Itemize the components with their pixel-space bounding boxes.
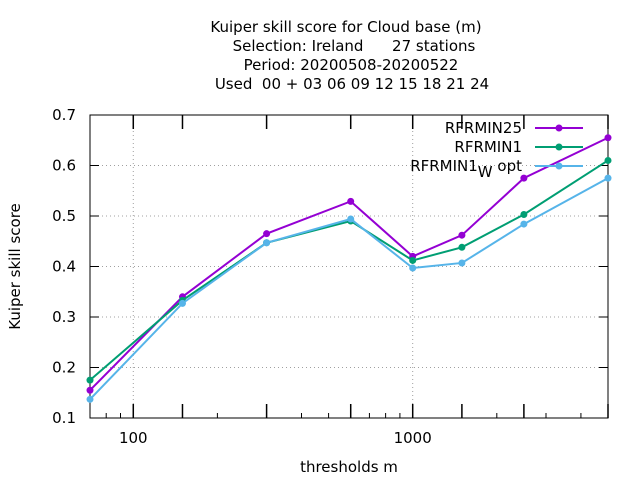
data-point	[520, 220, 528, 228]
data-point	[458, 259, 466, 267]
title-line-1: Kuiper skill score for Cloud base (m)	[210, 18, 481, 36]
legend-swatch-marker	[555, 143, 563, 151]
title-line-3: Period: 20200508-20200522	[244, 56, 459, 74]
data-point	[409, 256, 417, 264]
x-axis-label: thresholds m	[300, 458, 398, 476]
data-point	[604, 156, 612, 164]
data-point	[604, 134, 612, 142]
data-point	[263, 230, 271, 238]
data-point	[458, 231, 466, 239]
chart-title: Kuiper skill score for Cloud base (m) Se…	[210, 18, 489, 93]
legend-swatch-marker	[555, 162, 563, 170]
data-point	[458, 243, 466, 251]
data-point	[347, 197, 355, 205]
y-tick-label: 0.4	[52, 258, 76, 276]
y-axis-label: Kuiper skill score	[6, 203, 24, 330]
series-1	[86, 134, 612, 394]
title-line-4: Used 00 + 03 06 09 12 15 18 21 24	[215, 75, 489, 93]
data-point	[86, 376, 94, 384]
data-point	[86, 386, 94, 394]
y-tick-label: 0.1	[52, 409, 76, 427]
legend-label: RFRMIN1	[454, 138, 522, 156]
tick-labels: 0.1 0.2 0.3 0.4 0.5 0.6 0.7 100 1000	[52, 106, 432, 447]
legend-entry-1: RFRMIN25	[445, 119, 583, 137]
data-point	[263, 239, 271, 247]
y-tick-label: 0.7	[52, 106, 76, 124]
y-tick-label: 0.2	[52, 359, 76, 377]
data-point	[520, 210, 528, 218]
data-point	[409, 264, 417, 272]
series-line	[89, 136, 609, 391]
data-point	[520, 174, 528, 182]
y-tick-label: 0.3	[52, 308, 76, 326]
data-point	[178, 299, 186, 307]
x-tick-label: 100	[119, 429, 148, 447]
y-tick-label: 0.6	[52, 157, 76, 175]
data-point	[86, 395, 94, 403]
title-line-2: Selection: Ireland 27 stations	[233, 37, 476, 55]
legend-label: RFRMIN25	[445, 119, 522, 137]
x-tick-label: 1000	[394, 429, 432, 447]
series-2	[86, 156, 612, 384]
grid	[90, 115, 608, 418]
legend-swatch-marker	[555, 124, 563, 132]
plot-area-border	[89, 114, 609, 419]
legend-entry-3: RFRMIN1W opt	[410, 157, 583, 181]
legend-entry-2: RFRMIN1	[454, 138, 583, 156]
series-line	[89, 177, 609, 401]
data-point	[604, 174, 612, 182]
series-layer	[86, 134, 612, 403]
data-point	[347, 215, 355, 223]
legend-label: RFRMIN1W opt	[410, 157, 522, 181]
series-line	[89, 159, 609, 381]
series-3	[86, 174, 612, 403]
y-tick-label: 0.5	[52, 207, 76, 225]
